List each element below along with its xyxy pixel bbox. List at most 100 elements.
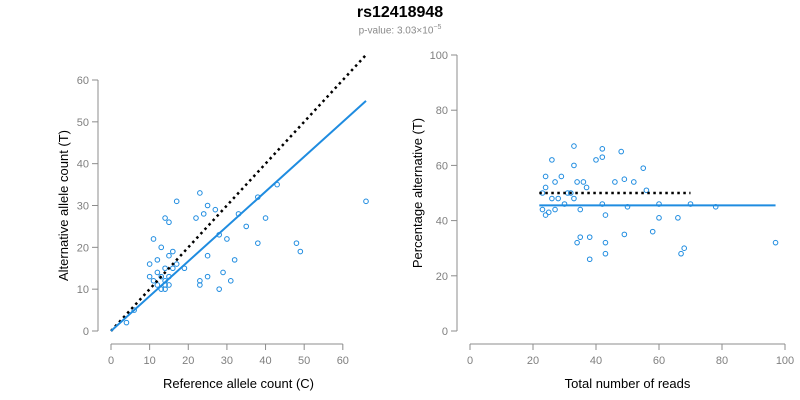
right-data-point — [539, 206, 546, 213]
left-data-point — [146, 261, 153, 267]
right-data-point — [586, 256, 593, 263]
right-data-point — [583, 184, 590, 191]
right-data-point — [602, 250, 609, 257]
right-data-point — [621, 231, 628, 238]
right-x-tick-label: 40 — [590, 355, 602, 367]
right-data-point — [552, 206, 558, 213]
left-y-tick-label: 0 — [83, 326, 89, 338]
p-value-text: p-value: 3.03×10 — [358, 25, 434, 37]
left-data-point — [173, 261, 180, 267]
left-data-point — [162, 286, 168, 292]
right-data-point — [599, 146, 606, 152]
right-data-point — [631, 179, 637, 185]
right-data-point — [602, 212, 609, 218]
right-data-point — [542, 184, 549, 191]
left-data-point — [212, 206, 219, 213]
right-data-point — [542, 173, 549, 180]
left-data-point — [204, 273, 211, 280]
left-data-point — [173, 198, 180, 205]
right-data-point — [545, 209, 552, 216]
left-data-point — [216, 286, 222, 292]
left-data-point — [224, 236, 230, 242]
left-reference-line — [110, 54, 367, 332]
left-data-point — [154, 269, 161, 276]
left-y-tick-label: 30 — [77, 201, 89, 213]
left-data-point — [166, 282, 172, 288]
right-data-point — [549, 195, 555, 202]
left-y-tick-label: 50 — [77, 117, 89, 129]
right-x-tick-label: 60 — [653, 355, 665, 367]
left-data-point — [197, 190, 203, 196]
left-data-point — [200, 211, 207, 217]
left-x-tick-label: 0 — [108, 355, 114, 367]
right-data-point — [571, 162, 577, 169]
right-y-tick-label: 0 — [442, 326, 448, 338]
left-data-point — [162, 265, 168, 272]
right-data-point — [621, 176, 628, 182]
chart-title: rs12418948 — [356, 4, 444, 21]
right-data-point — [593, 157, 599, 163]
left-fit-line — [110, 100, 367, 332]
left-x-axis-title: Reference allele count (C) — [163, 376, 314, 391]
left-data-point — [166, 252, 172, 259]
right-y-tick-label: 20 — [436, 271, 448, 283]
right-data-point — [571, 143, 577, 149]
left-y-tick-label: 40 — [77, 159, 89, 171]
left-x-tick-label: 30 — [221, 355, 233, 367]
left-data-point — [150, 236, 157, 242]
right-x-tick-label: 0 — [467, 355, 473, 367]
right-data-point — [656, 215, 662, 221]
left-x-tick-label: 20 — [182, 355, 194, 367]
left-data-point — [293, 240, 300, 246]
left-data-point — [204, 202, 211, 209]
right-data-point — [571, 195, 577, 202]
left-x-tick-label: 10 — [144, 355, 156, 367]
right-x-tick-label: 100 — [776, 355, 794, 367]
left-data-point — [297, 248, 304, 255]
left-data-point — [170, 265, 176, 272]
right-data-point — [643, 187, 650, 194]
right-data-point — [599, 154, 606, 160]
left-x-tick-label: 60 — [337, 355, 349, 367]
left-y-axis-title: Alternative allele count (T) — [56, 130, 71, 281]
right-x-tick-label: 20 — [527, 355, 539, 367]
left-data-point — [193, 215, 199, 221]
left-data-point — [197, 282, 203, 288]
right-data-point — [558, 173, 565, 180]
left-y-tick-label: 20 — [77, 242, 89, 254]
left-x-tick-label: 40 — [259, 355, 271, 367]
left-data-point — [166, 219, 172, 226]
right-data-point — [675, 215, 681, 221]
right-y-axis-title: Percentage alternative (T) — [410, 118, 425, 268]
right-y-tick-label: 60 — [436, 160, 448, 172]
right-data-point — [580, 179, 587, 185]
left-data-point — [363, 198, 369, 205]
right-y-tick-label: 80 — [436, 105, 448, 117]
left-y-tick-label: 60 — [77, 75, 89, 87]
left-data-point — [243, 223, 250, 230]
right-data-point — [681, 245, 688, 251]
left-data-point — [220, 269, 226, 276]
right-data-point — [772, 239, 779, 246]
left-data-point — [154, 257, 161, 263]
left-data-point — [154, 282, 161, 288]
left-data-point — [162, 215, 168, 221]
left-y-tick-label: 10 — [77, 284, 89, 296]
right-x-tick-label: 80 — [716, 355, 728, 367]
right-scatter-panel: 0 20 40 60 80 100 0 20 40 60 80 100 Total number of … — [410, 50, 794, 391]
right-data-point — [602, 239, 609, 246]
left-x-tick-label: 50 — [298, 355, 310, 367]
right-y-tick-label: 100 — [430, 50, 448, 62]
right-data-point — [649, 228, 656, 235]
left-data-point — [204, 252, 211, 259]
right-data-point — [640, 165, 647, 171]
left-data-point — [255, 240, 261, 246]
left-data-point — [123, 319, 130, 326]
right-x-axis-title: Total number of reads — [565, 376, 691, 391]
left-data-point — [227, 278, 234, 284]
right-data-point — [678, 250, 684, 257]
left-data-point — [146, 273, 153, 280]
left-data-point — [231, 257, 238, 263]
right-data-point — [542, 212, 549, 218]
